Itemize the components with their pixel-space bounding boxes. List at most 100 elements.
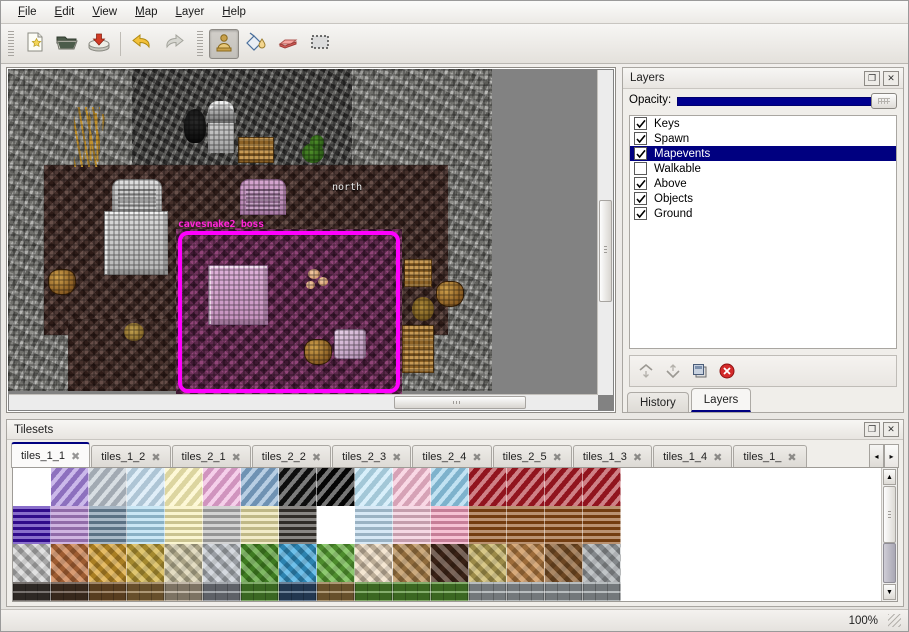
tileset-scrollbar-thumb-upper[interactable] <box>883 486 896 543</box>
eraser-tool-button[interactable] <box>273 29 303 59</box>
tileset-cell[interactable] <box>127 506 165 544</box>
map-horizontal-scrollbar[interactable] <box>9 394 598 410</box>
tileset-cell[interactable] <box>773 468 811 506</box>
tab-scroll-left-icon[interactable]: ◂ <box>869 444 884 468</box>
layer-row-ground[interactable]: Ground <box>630 206 896 221</box>
tileset-cell[interactable] <box>697 544 735 582</box>
tileset-cell[interactable] <box>355 544 393 582</box>
stamp-tool-button[interactable] <box>209 28 239 59</box>
tileset-cell[interactable] <box>279 468 317 506</box>
open-map-button[interactable] <box>52 29 82 59</box>
tileset-grid-panel[interactable]: ▲ ▼ <box>12 467 898 602</box>
tileset-cell[interactable] <box>583 468 621 506</box>
tileset-cell[interactable] <box>89 468 127 506</box>
tileset-cell[interactable] <box>621 506 659 544</box>
tileset-cell[interactable] <box>735 506 773 544</box>
menu-item-layer[interactable]: Layer <box>175 6 205 18</box>
close-tab-icon[interactable]: ✖ <box>392 451 402 464</box>
tileset-cell[interactable] <box>393 506 431 544</box>
tileset-tab-tiles_1_2[interactable]: tiles_1_2 ✖ <box>91 445 171 468</box>
tileset-scrollbar-track-lower[interactable] <box>883 543 896 583</box>
tileset-cell[interactable] <box>165 506 203 544</box>
layer-visibility-checkbox[interactable] <box>634 147 647 160</box>
close-tab-icon[interactable]: ✖ <box>151 451 161 464</box>
close-tab-icon[interactable]: ✖ <box>71 450 81 463</box>
close-tab-icon[interactable]: ✖ <box>713 451 723 464</box>
tileset-cell[interactable] <box>773 582 811 601</box>
tileset-tab-tiles_1_1[interactable]: tiles_1_1 ✖ <box>11 442 91 468</box>
tileset-cell[interactable] <box>51 544 89 582</box>
tileset-cell[interactable] <box>13 582 51 601</box>
tileset-cell[interactable] <box>621 582 659 601</box>
tileset-cell[interactable] <box>13 506 51 544</box>
tab-scroll-right-icon[interactable]: ▸ <box>884 444 899 468</box>
layer-row-walkable[interactable]: Walkable <box>630 161 896 176</box>
tileset-cell[interactable] <box>545 582 583 601</box>
toolbar-grip-file[interactable] <box>7 30 15 57</box>
map-viewport[interactable]: cavesnake2_boss north <box>8 69 614 411</box>
close-dock-icon[interactable]: ✕ <box>883 422 899 437</box>
tileset-cell[interactable] <box>811 468 849 506</box>
map-rendering[interactable]: cavesnake2_boss north <box>8 69 492 395</box>
redo-button[interactable] <box>159 29 189 59</box>
dock-tab-history[interactable]: History <box>627 392 689 412</box>
tileset-cell[interactable] <box>241 506 279 544</box>
tileset-cell[interactable] <box>507 506 545 544</box>
tileset-cell[interactable] <box>659 582 697 601</box>
map-vertical-scrollbar[interactable] <box>597 70 613 395</box>
tileset-cell[interactable] <box>393 468 431 506</box>
tileset-cell[interactable] <box>583 582 621 601</box>
scroll-up-icon[interactable]: ▲ <box>883 469 896 485</box>
tileset-cell[interactable] <box>697 582 735 601</box>
tileset-cell[interactable] <box>355 468 393 506</box>
layer-row-mapevents[interactable]: Mapevents <box>630 146 896 161</box>
tileset-cell[interactable] <box>51 468 89 506</box>
undo-button[interactable] <box>127 29 157 59</box>
tileset-cell[interactable] <box>507 544 545 582</box>
tileset-cell[interactable] <box>241 582 279 601</box>
tileset-cell[interactable] <box>317 544 355 582</box>
select-rectangle-tool-button[interactable] <box>305 29 335 59</box>
tileset-cell[interactable] <box>127 544 165 582</box>
tileset-cell[interactable] <box>165 582 203 601</box>
tileset-cell[interactable] <box>355 582 393 601</box>
tileset-cell[interactable] <box>697 506 735 544</box>
tileset-cell[interactable] <box>241 544 279 582</box>
close-dock-icon[interactable]: ✕ <box>883 70 899 86</box>
tileset-cell[interactable] <box>659 506 697 544</box>
tileset-cell[interactable] <box>545 544 583 582</box>
toolbar-grip-tools[interactable] <box>196 30 204 57</box>
tileset-cell[interactable] <box>127 582 165 601</box>
tileset-cell[interactable] <box>317 582 355 601</box>
tileset-cell[interactable] <box>545 468 583 506</box>
tileset-cell[interactable] <box>735 468 773 506</box>
tileset-cell[interactable] <box>13 468 51 506</box>
layer-visibility-checkbox[interactable] <box>634 132 647 145</box>
delete-layer-icon[interactable] <box>717 361 737 381</box>
fill-bucket-tool-button[interactable] <box>241 29 271 59</box>
tileset-cell[interactable] <box>203 582 241 601</box>
layer-row-spawn[interactable]: Spawn <box>630 131 896 146</box>
close-tab-icon[interactable]: ✖ <box>632 451 643 464</box>
tileset-cell[interactable] <box>811 544 849 582</box>
layer-row-above[interactable]: Above <box>630 176 896 191</box>
map-canvas-panel[interactable]: cavesnake2_boss north <box>6 67 616 413</box>
tileset-tab-tiles_1_3[interactable]: tiles_1_3 ✖ <box>572 445 653 468</box>
tileset-tab-tiles_2_3[interactable]: tiles_2_3 ✖ <box>332 445 412 468</box>
tileset-cell[interactable] <box>735 544 773 582</box>
layer-visibility-checkbox[interactable] <box>634 192 647 205</box>
tileset-cell[interactable] <box>659 468 697 506</box>
tileset-cell[interactable] <box>431 544 469 582</box>
tileset-cell[interactable] <box>469 468 507 506</box>
tileset-cell[interactable] <box>165 544 203 582</box>
tileset-tab-tiles_2_5[interactable]: tiles_2_5 ✖ <box>492 445 572 468</box>
close-tab-icon[interactable]: ✖ <box>552 451 562 464</box>
tileset-cell[interactable] <box>317 506 355 544</box>
raise-layer-icon[interactable] <box>636 361 656 381</box>
tileset-cell[interactable] <box>659 544 697 582</box>
tileset-cell[interactable] <box>393 582 431 601</box>
tileset-cell[interactable] <box>583 544 621 582</box>
scroll-down-icon[interactable]: ▼ <box>883 584 896 600</box>
tileset-cell[interactable] <box>545 506 583 544</box>
tileset-cell[interactable] <box>431 506 469 544</box>
